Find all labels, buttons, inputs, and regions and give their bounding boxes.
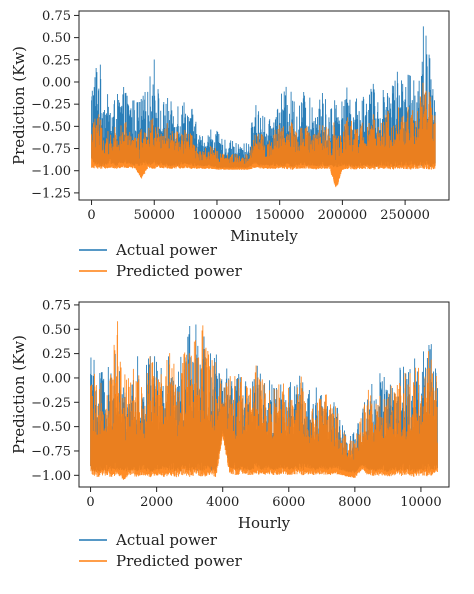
x-tick-label: 250000	[380, 208, 430, 223]
legend-entry-label: Actual power	[115, 531, 218, 549]
y-tick-label: −0.50	[31, 120, 71, 135]
x-tick-label: 200000	[318, 208, 368, 223]
series-line-predicted-power	[91, 82, 436, 188]
y-tick-label: −0.50	[31, 420, 71, 435]
x-tick-label: 0	[86, 495, 94, 510]
legend: Actual power Predicted power	[79, 531, 243, 570]
series-line-predicted-power	[90, 321, 438, 480]
legend-entry-label: Actual power	[115, 241, 218, 259]
x-tick-label: 2000	[140, 495, 173, 510]
legend: Actual power Predicted power	[79, 241, 243, 280]
y-tick-label: 0.00	[42, 371, 71, 386]
plot-area	[90, 321, 438, 480]
y-tick-label: 0.75	[42, 9, 71, 24]
axes-frame	[78, 301, 450, 488]
y-tick-label: 0.50	[42, 31, 71, 46]
x-tick-label: 6000	[272, 495, 305, 510]
x-axis-label: Minutely	[230, 227, 298, 245]
x-axis-label: Hourly	[238, 514, 291, 532]
x-tick-label: 50000	[134, 208, 175, 223]
y-tick-label: −1.25	[31, 186, 71, 201]
y-axis-label: Prediction (Kw)	[10, 335, 28, 454]
legend-entry-label: Predicted power	[116, 552, 243, 570]
hourly-chart: 0 2000 4000 6000 8000 10000 −1.00 −0.75 −0.50 −0.…	[10, 298, 450, 570]
legend-entry-label: Predicted power	[116, 262, 243, 280]
plot-area	[91, 26, 436, 188]
y-tick-label: 0.75	[42, 298, 71, 313]
y-tick-label: 0.00	[42, 75, 71, 90]
x-tick-label: 8000	[338, 495, 371, 510]
y-axis-label: Prediction (Kw)	[10, 46, 28, 165]
y-tick-label: −0.25	[31, 98, 71, 113]
axes-frame	[78, 10, 450, 201]
y-tick-label: −1.00	[31, 164, 71, 179]
x-tick-label: 0	[87, 208, 95, 223]
y-tick-label: 0.25	[42, 53, 71, 68]
y-tick-label: 0.25	[42, 347, 71, 362]
x-tick-label: 10000	[400, 495, 441, 510]
x-tick-label: 4000	[206, 495, 239, 510]
y-tick-label: −1.00	[31, 469, 71, 484]
minutely-chart: 0 50000 100000 150000 200000 250000 −1.25 −1.00…	[10, 9, 450, 280]
y-tick-label: −0.25	[31, 396, 71, 411]
x-tick-label: 100000	[192, 208, 242, 223]
x-tick-label: 150000	[255, 208, 305, 223]
y-tick-label: −0.75	[31, 444, 71, 459]
y-tick-label: −0.75	[31, 142, 71, 157]
y-tick-label: 0.50	[42, 323, 71, 338]
